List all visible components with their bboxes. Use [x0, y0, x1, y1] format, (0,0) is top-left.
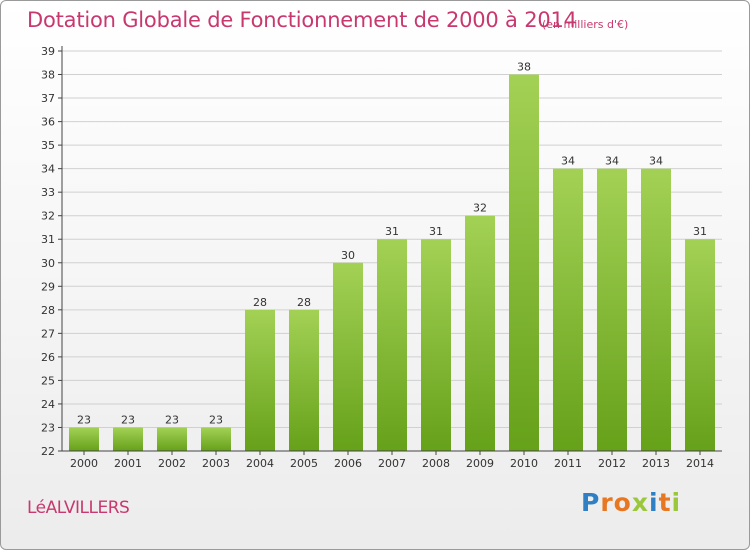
x-tick-label: 2000	[70, 457, 98, 470]
y-tick-label: 25	[41, 374, 55, 387]
data-label: 34	[649, 155, 663, 168]
x-tick-label: 2009	[466, 457, 494, 470]
data-label: 23	[165, 413, 179, 426]
bar-2002	[157, 427, 187, 451]
data-label: 34	[561, 155, 575, 168]
unit-note: (en milliers d'€)	[542, 18, 629, 31]
y-tick-label: 24	[41, 398, 55, 411]
bar-2008	[421, 239, 451, 451]
y-tick-label: 26	[41, 351, 55, 364]
x-tick-label: 2007	[378, 457, 406, 470]
y-tick-label: 23	[41, 421, 55, 434]
logo-letter: t	[658, 488, 672, 517]
bar-2006	[333, 262, 363, 451]
logo-letter: i	[649, 488, 659, 517]
data-label: 23	[77, 413, 91, 426]
bar-2010	[509, 74, 539, 451]
axes	[58, 46, 722, 455]
bar-2009	[465, 215, 495, 451]
y-tick-label: 35	[41, 139, 55, 152]
x-tick-label: 2013	[642, 457, 670, 470]
y-tick-label: 22	[41, 445, 55, 458]
logo-letter: r	[600, 488, 614, 517]
x-tick-label: 2012	[598, 457, 626, 470]
bar-2007	[377, 239, 407, 451]
y-tick-label: 33	[41, 186, 55, 199]
bar-2013	[641, 168, 671, 451]
y-tick-label: 32	[41, 210, 55, 223]
data-label: 28	[297, 296, 311, 309]
x-tick-label: 2011	[554, 457, 582, 470]
proxiti-logo: Proxiti	[581, 488, 681, 517]
data-label: 31	[693, 225, 707, 238]
bar-2005	[289, 309, 319, 451]
x-tick-label: 2003	[202, 457, 230, 470]
y-tick-label: 34	[41, 163, 55, 176]
x-tick-label: 2005	[290, 457, 318, 470]
x-tick-label: 2004	[246, 457, 274, 470]
bar-2000	[69, 427, 99, 451]
x-tick-label: 2002	[158, 457, 186, 470]
y-tick-label: 37	[41, 92, 55, 105]
x-tick-label: 2001	[114, 457, 142, 470]
data-label: 31	[429, 225, 443, 238]
data-label: 38	[517, 61, 531, 74]
chart-title: Dotation Globale de Fonctionnement de 20…	[27, 8, 577, 32]
data-label: 32	[473, 202, 487, 215]
y-tick-label: 27	[41, 327, 55, 340]
data-label: 34	[605, 155, 619, 168]
data-label: 30	[341, 249, 355, 262]
data-label: 23	[121, 413, 135, 426]
y-tick-label: 29	[41, 280, 55, 293]
bar-2011	[553, 168, 583, 451]
y-tick-label: 31	[41, 233, 55, 246]
bar-2012	[597, 168, 627, 451]
logo-letter: o	[613, 488, 632, 517]
logo-letter: x	[631, 488, 649, 517]
x-tick-label: 2014	[686, 457, 714, 470]
x-tick-label: 2006	[334, 457, 362, 470]
y-tick-label: 39	[41, 45, 55, 58]
logo-letter: P	[581, 488, 601, 517]
x-tick-label: 2010	[510, 457, 538, 470]
x-tick-label: 2008	[422, 457, 450, 470]
y-tick-label: 38	[41, 69, 55, 82]
bar-2003	[201, 427, 231, 451]
data-label: 23	[209, 413, 223, 426]
bar-2004	[245, 309, 275, 451]
bar-2001	[113, 427, 143, 451]
y-tick-label: 30	[41, 257, 55, 270]
logo-letter: i	[671, 488, 682, 517]
y-tick-label: 28	[41, 304, 55, 317]
data-label: 28	[253, 296, 267, 309]
bars	[69, 74, 715, 451]
commune-name: LéALVILLERS	[27, 498, 130, 518]
data-label: 31	[385, 225, 399, 238]
bar-2014	[685, 239, 715, 451]
y-tick-label: 36	[41, 116, 55, 129]
labels: 22 23 24 25 26 27 28 29 30 31 32 33 34 35 36 37 38 39 23 20…	[41, 45, 714, 470]
